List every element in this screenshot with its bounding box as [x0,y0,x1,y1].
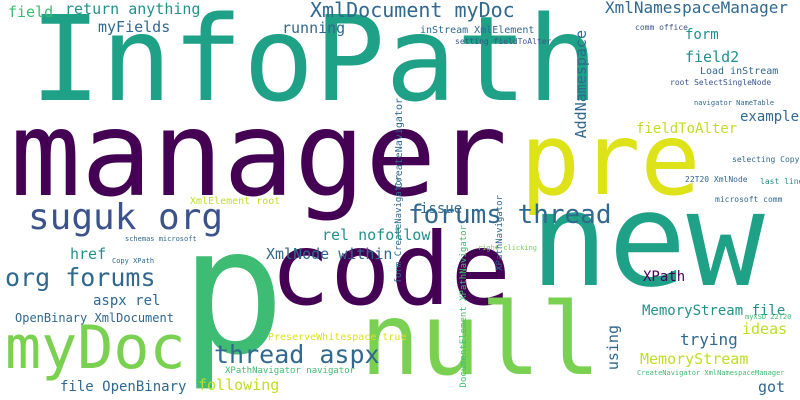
word-suguk-org: suguk org [28,197,224,238]
word-xmldocument-mydoc: XmlDocument myDoc [310,0,515,22]
word-openbinary-xmldocument: OpenBinary XmlDocument [15,311,174,325]
word-memorystream-file: MemoryStream file [642,303,786,319]
word-xpathnavigator-navigator: XPathNavigator navigator [225,366,356,376]
word-infopath: InfoPath [30,0,599,128]
word-file-openbinary: file OpenBinary [60,379,187,395]
word-rel-nofollow: rel nofollow [322,226,431,244]
word-xpathnavigator: XPathNavigator [495,195,505,271]
word-mydoc: myDoc [5,313,186,383]
word-navigator-nametable: navigator NameTable [694,99,775,107]
word-ideas: ideas [742,320,788,338]
word-xmlelement-root: XmlElement root [190,196,281,207]
word-example: example [740,109,800,125]
word-comm-office: comm office [635,23,688,32]
word-fieldtoalter: fieldToAlter [636,121,738,137]
word-null: null [360,281,601,398]
word-load-instream: Load inStream [700,66,779,77]
word-last-line: last line [760,177,800,186]
word-form: form [685,27,719,43]
word-using: using [604,325,622,371]
word-pre: pre [520,101,701,218]
word-right-clicking: right clicking [478,244,538,252]
word-xpath: XPath [643,269,686,285]
word-thread-aspx: thread aspx [214,340,380,369]
word-preservewhitespace-true: PreserveWhitespace true [268,332,407,343]
word-22t20-xmlnode: 22T20 XmlNode [685,175,748,184]
word-p: p [180,191,286,394]
word-setting-fieldtoalter: setting fieldToAlter [455,37,552,46]
word-org-forums: org forums [5,263,156,292]
word-manager: manager [10,85,508,223]
word-aspx-rel: aspx rel [93,293,161,309]
word-selecting-copy: selecting Copy [732,155,800,164]
word-got: got [758,378,786,396]
word-myfields: myFields [98,18,171,36]
word-copy-xpath: Copy XPath [112,257,155,265]
word-field2: field2 [685,48,740,66]
word-microsoft-comm: microsoft comm [715,195,783,204]
word-schemas-microsoft: schemas microsoft [125,235,197,243]
word-instream-xmlelement: inStream XmlElement [420,25,535,36]
word-return-anything: return anything [65,0,201,18]
word-addnamespace: AddNamespace [572,30,590,139]
word-href: href [70,245,107,263]
word-xmlnamespacemanager: XmlNamespaceManager [605,0,789,17]
word-createnavigator-xmlnamespacemanager: CreateNavigator XmlNamespaceManager [637,369,785,377]
word-running: running [282,19,346,37]
word-forums-thread: forums thread [408,200,612,230]
word-field: field [8,3,54,21]
word-code: code [270,211,511,328]
word-trying: trying [680,330,738,349]
word-myxsd-22t20: myXSD 22T20 [745,313,792,321]
word-new: new [530,164,765,316]
word-root-selectsinglenode: root SelectSingleNode [670,78,772,87]
word-issue: issue [420,201,463,217]
word-memorystream: MemoryStream [640,350,749,368]
word-xmlnode-within: XmlNode within [266,245,393,263]
word-following: following [198,376,280,394]
word-documentelement-xpathnavigator: DocumentElement XPathNavigator [459,225,469,388]
